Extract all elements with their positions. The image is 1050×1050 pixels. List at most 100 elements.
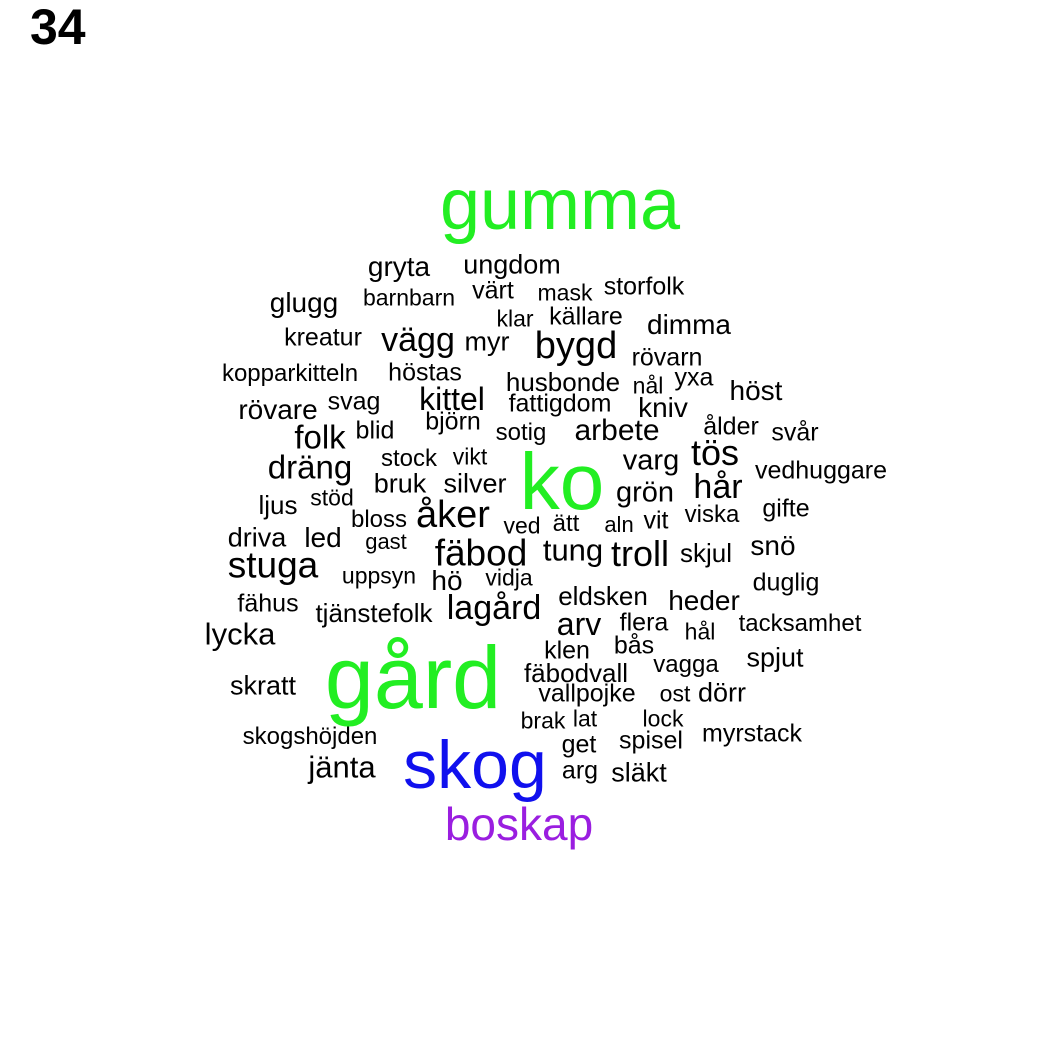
word-57: vit — [643, 506, 669, 535]
word-9: värt — [472, 276, 514, 305]
word-85: fäbodvall — [523, 658, 629, 688]
word-76: lycka — [204, 616, 276, 652]
word-35: arbete — [574, 414, 660, 447]
word-81: klen — [544, 636, 590, 665]
word-0: gumma — [439, 165, 681, 245]
word-52: bloss — [350, 506, 408, 533]
word-38: tös — [690, 432, 740, 473]
word-16: vägg — [381, 321, 455, 359]
word-45: silver — [443, 468, 507, 499]
word-60: gast — [365, 529, 407, 554]
page-number: 34 — [30, 0, 86, 55]
word-42: vikt — [452, 443, 488, 470]
word-97: jänta — [308, 749, 376, 785]
word-2: gård — [324, 628, 502, 727]
word-12: klar — [496, 305, 534, 332]
word-67: uppsyn — [341, 562, 417, 589]
word-14: dimma — [646, 309, 732, 340]
word-33: blid — [355, 416, 395, 445]
word-84: vagga — [653, 651, 719, 678]
word-79: hål — [684, 618, 716, 645]
word-39: varg — [622, 444, 680, 477]
word-44: bruk — [373, 468, 427, 499]
word-66: stuga — [227, 544, 319, 586]
word-20: kopparkitteln — [221, 360, 359, 387]
word-62: tung — [542, 532, 604, 568]
word-93: skogshöjden — [242, 723, 378, 750]
word-73: lagård — [446, 589, 542, 627]
word-25: höst — [729, 375, 783, 406]
word-7: glugg — [269, 287, 339, 318]
word-37: folk — [294, 418, 346, 456]
word-71: fähus — [237, 589, 299, 618]
word-8: barnbarn — [362, 284, 456, 311]
word-41: stock — [380, 445, 438, 472]
word-80: tacksamhet — [738, 610, 862, 637]
word-46: hår — [693, 468, 743, 506]
word-5: gryta — [367, 251, 431, 282]
word-6: ungdom — [463, 249, 561, 280]
word-70: duglig — [752, 568, 820, 597]
word-58: driva — [227, 522, 287, 553]
word-96: spisel — [619, 726, 683, 755]
word-95: get — [561, 730, 597, 759]
word-78: flera — [619, 608, 669, 637]
word-99: släkt — [611, 757, 667, 788]
word-27: svag — [327, 387, 381, 416]
word-94: myrstack — [702, 719, 802, 748]
word-26: rövare — [238, 394, 318, 425]
word-55: ätt — [552, 510, 580, 537]
word-69: vidja — [485, 564, 533, 591]
word-59: led — [304, 522, 342, 553]
word-77: arv — [556, 606, 602, 642]
word-30: kniv — [638, 392, 688, 423]
word-43: vedhuggare — [754, 456, 888, 485]
word-56: aln — [604, 512, 634, 537]
word-24: yxa — [674, 363, 714, 392]
word-1: ko — [519, 437, 605, 526]
word-13: källare — [549, 302, 623, 331]
word-22: husbonde — [505, 367, 621, 397]
word-34: sotig — [495, 419, 547, 446]
word-91: brak — [520, 707, 566, 734]
word-15: kreatur — [284, 323, 362, 352]
word-21: höstas — [388, 358, 462, 387]
word-19: rövarn — [631, 343, 703, 372]
word-89: vallpojke — [538, 679, 636, 708]
word-23: nål — [632, 372, 664, 399]
word-64: skjul — [679, 538, 733, 568]
word-92: lat — [572, 705, 598, 732]
word-48: ljus — [258, 490, 298, 520]
word-29: fattigdom — [508, 389, 612, 418]
word-54: ved — [503, 512, 541, 539]
word-74: heder — [668, 585, 740, 616]
word-36: svår — [771, 418, 819, 447]
word-40: dräng — [267, 448, 353, 486]
word-50: gifte — [762, 494, 810, 523]
word-51: åker — [416, 494, 490, 536]
word-88: dörr — [697, 677, 747, 708]
word-11: storfolk — [603, 272, 685, 301]
word-86: skratt — [229, 670, 297, 701]
word-83: spjut — [746, 642, 804, 673]
word-10: mask — [537, 279, 593, 306]
word-32: ålder — [703, 412, 759, 441]
word-82: bås — [613, 631, 655, 660]
word-47: grön — [615, 476, 675, 509]
word-61: fäbod — [434, 532, 528, 574]
word-3: skog — [403, 727, 547, 803]
word-63: troll — [610, 533, 670, 574]
word-28: kittel — [419, 381, 485, 417]
word-49: stöd — [310, 484, 354, 511]
word-90: lock — [642, 705, 684, 732]
word-75: tjänstefolk — [315, 598, 433, 628]
word-4: boskap — [444, 798, 594, 850]
word-72: eldsken — [558, 581, 648, 611]
word-65: snö — [750, 530, 796, 561]
word-31: björn — [425, 407, 481, 436]
word-53: viska — [684, 501, 740, 528]
word-98: arg — [561, 756, 599, 785]
word-68: hö — [431, 565, 463, 596]
word-18: bygd — [534, 325, 618, 367]
